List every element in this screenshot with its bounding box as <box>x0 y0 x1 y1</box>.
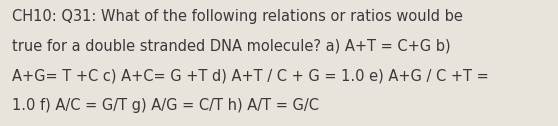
Text: A+G= T +C c) A+C= G +T d) A+T / C + G = 1.0 e) A+G / C +T =: A+G= T +C c) A+C= G +T d) A+T / C + G = … <box>12 68 489 83</box>
Text: true for a double stranded DNA molecule? a) A+T = C+G b): true for a double stranded DNA molecule?… <box>12 38 451 53</box>
Text: 1.0 f) A/C = G/T g) A/G = C/T h) A/T = G/C: 1.0 f) A/C = G/T g) A/G = C/T h) A/T = G… <box>12 98 319 113</box>
Text: CH10: Q31: What of the following relations or ratios would be: CH10: Q31: What of the following relatio… <box>12 9 463 24</box>
